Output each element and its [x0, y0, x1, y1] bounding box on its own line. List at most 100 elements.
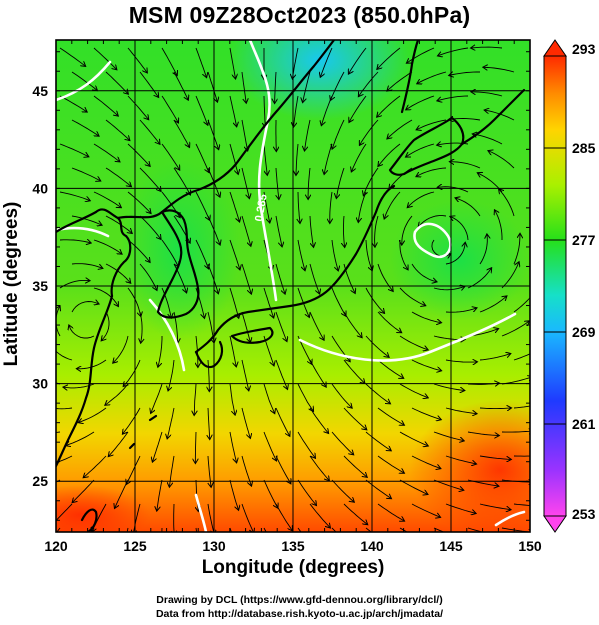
streamline — [59, 47, 85, 66]
streamline — [241, 167, 249, 198]
streamline — [309, 455, 329, 480]
streamline — [352, 143, 367, 171]
streamline — [207, 119, 218, 149]
streamline — [479, 354, 510, 361]
colorbar-tick-277: 277 — [572, 232, 596, 248]
streamline — [433, 479, 463, 490]
streamline — [331, 71, 345, 100]
streamline — [418, 71, 447, 83]
streamline — [229, 143, 238, 174]
streamline — [360, 119, 379, 145]
streamline — [127, 47, 147, 72]
streamline — [365, 239, 372, 270]
streamline — [344, 215, 345, 247]
streamline — [113, 335, 129, 362]
streamline — [349, 95, 367, 122]
streamline — [275, 407, 289, 436]
streamline — [208, 359, 209, 391]
streamline — [358, 191, 367, 222]
streamline — [241, 455, 251, 485]
streamline — [140, 311, 142, 342]
streamline — [322, 95, 333, 125]
streamline — [195, 143, 209, 172]
streamline — [71, 71, 97, 90]
streamline — [407, 47, 435, 63]
streamline — [343, 503, 367, 524]
streamline — [229, 287, 239, 317]
streamline — [479, 408, 511, 409]
colorbar: 293 285 277 269 261 253 — [543, 39, 596, 533]
streamline — [241, 503, 254, 532]
streamline — [513, 234, 520, 265]
streamline — [399, 527, 408, 532]
streamline — [297, 239, 305, 270]
streamline — [365, 383, 390, 403]
streamline — [139, 215, 161, 239]
streamline — [102, 311, 110, 340]
streamline — [139, 119, 159, 144]
streamline — [377, 95, 401, 117]
streamline — [331, 431, 353, 454]
streamline — [499, 190, 515, 217]
streamline — [433, 287, 464, 290]
streamline — [263, 191, 270, 222]
figure-title: MSM 09Z28Oct2023 (850.0hPa) — [128, 2, 471, 28]
streamline — [276, 167, 279, 199]
streamline — [308, 167, 310, 199]
colorbar-tick-labels: 293 285 277 269 261 253 — [544, 41, 596, 522]
streamline — [399, 479, 427, 494]
lon-tick-130: 130 — [202, 538, 226, 554]
streamline — [379, 143, 401, 166]
streamline — [377, 455, 404, 473]
streamline — [105, 215, 132, 233]
streamline — [343, 311, 362, 337]
streamline — [173, 71, 188, 99]
streamline — [127, 191, 150, 213]
streamline — [399, 431, 427, 446]
streamline — [127, 287, 141, 316]
streamline — [161, 95, 178, 122]
streamline — [294, 95, 299, 126]
streamline — [296, 143, 298, 175]
streamline — [93, 287, 118, 306]
streamline — [275, 503, 292, 530]
streamline — [93, 47, 116, 69]
streamline — [378, 47, 401, 69]
streamline — [479, 455, 510, 459]
colorbar-min-arrow — [543, 515, 567, 533]
streamline — [195, 239, 208, 268]
streamline — [450, 72, 480, 75]
x-axis-label: Longitude (degrees) — [201, 557, 385, 578]
streamline — [349, 47, 367, 73]
streamline — [195, 431, 196, 463]
streamline — [59, 240, 90, 243]
streamline — [377, 359, 403, 378]
streamline — [330, 191, 332, 223]
streamline — [365, 527, 372, 532]
streamline — [264, 95, 265, 127]
credit-drawing: Drawing by DCL (https://www.gfd-dennou.o… — [156, 594, 443, 606]
lon-tick-135: 135 — [281, 538, 305, 554]
streamline — [173, 119, 189, 147]
streamline — [71, 302, 98, 313]
streamline — [513, 297, 530, 313]
streamline — [105, 167, 131, 186]
streamline — [161, 143, 179, 169]
streamline — [133, 503, 141, 532]
streamline — [456, 198, 481, 217]
streamline — [161, 287, 171, 317]
streamline — [59, 280, 89, 289]
streamline — [399, 287, 425, 305]
streamline — [241, 215, 251, 245]
streamline — [303, 71, 311, 102]
streamline — [127, 95, 148, 119]
streamline — [377, 311, 401, 332]
streamline — [195, 191, 209, 220]
streamline — [406, 143, 435, 157]
streamline — [309, 359, 326, 386]
streamline — [84, 455, 107, 477]
streamline — [105, 71, 128, 94]
streamline — [208, 407, 210, 439]
streamline — [419, 215, 447, 227]
streamline — [241, 263, 251, 293]
